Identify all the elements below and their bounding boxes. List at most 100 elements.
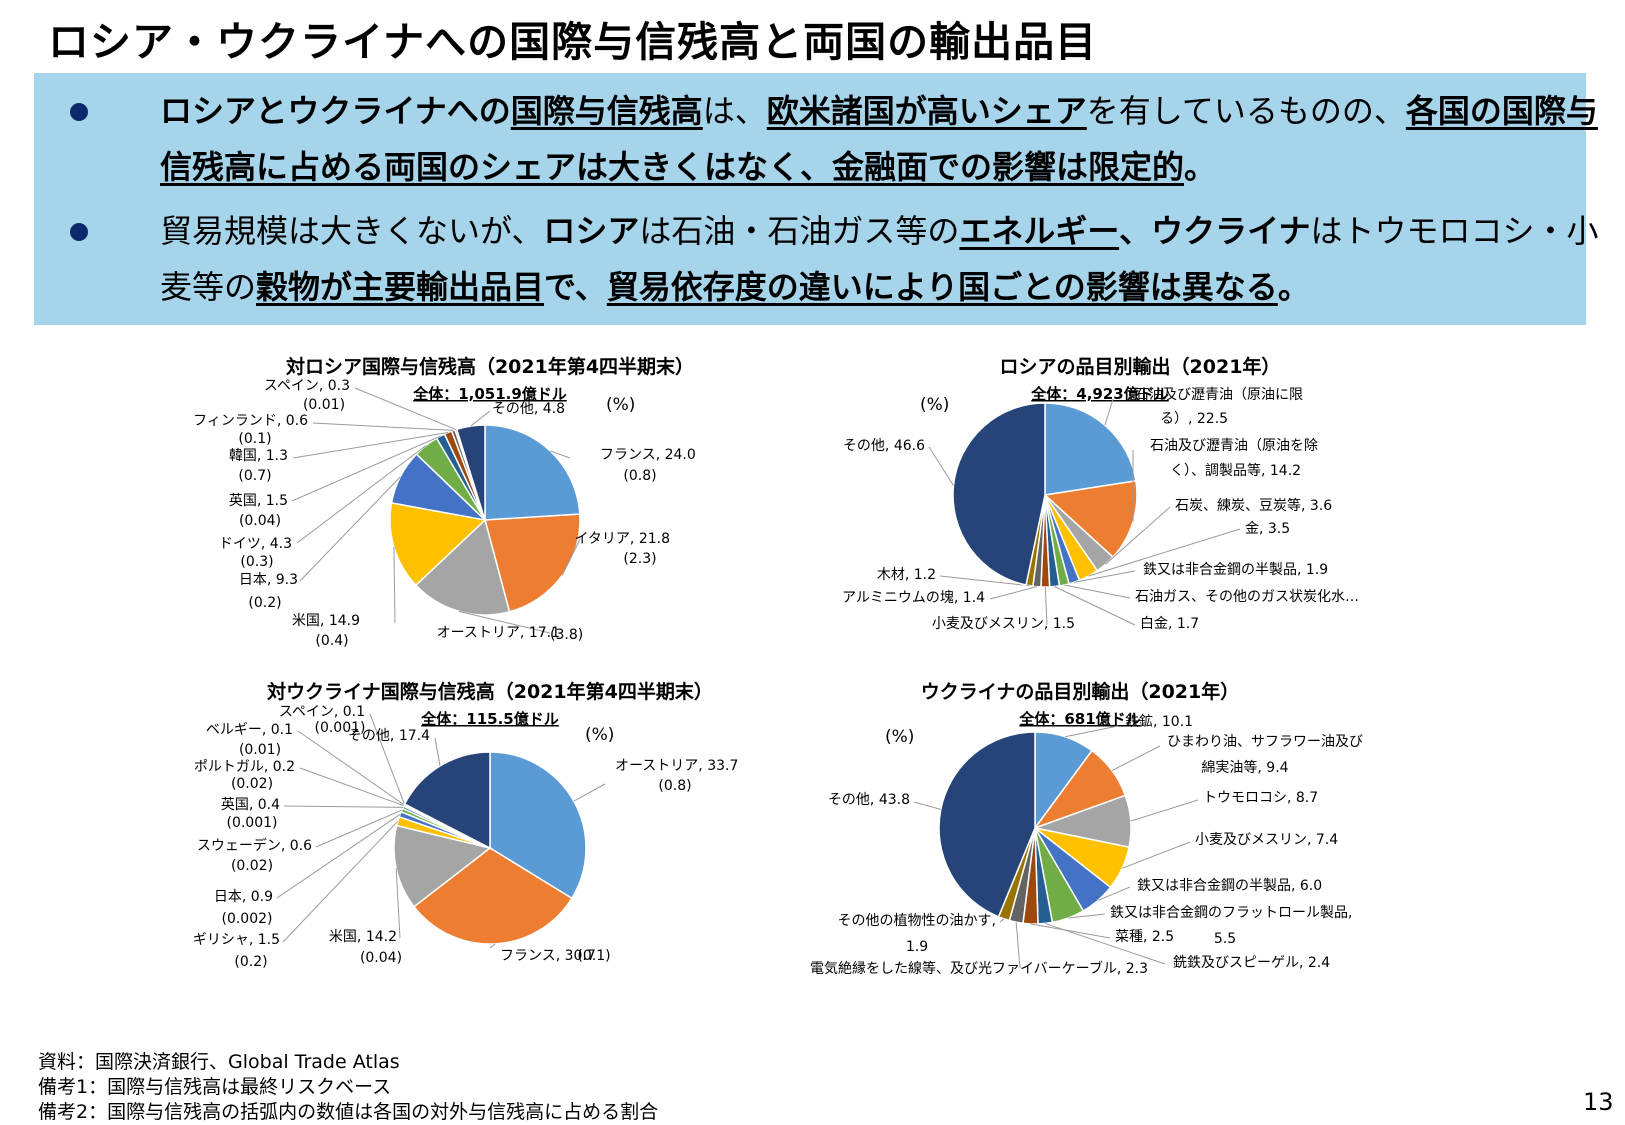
- leader-line: [1130, 799, 1199, 822]
- slice-label: ベルギー, 0.1: [206, 722, 293, 738]
- summary-bullet-1-text: ロシアとウクライナへの国際与信残高は、欧米諸国が高いシェアを有しているものの、各…: [160, 83, 1600, 195]
- summary-text-run: 。: [1277, 268, 1310, 306]
- summary-text-run: で、: [544, 268, 607, 306]
- summary-text-run: は、: [702, 92, 767, 130]
- chart-subtitle: 全体：4,923億ドル: [1030, 385, 1168, 403]
- slice-label-sub: (0.04): [360, 950, 402, 966]
- leader-line: [315, 809, 403, 848]
- pie-chart-svg: ロシアの品目別輸出（2021年） 全体：4,923億ドル (%) 石油及び瀝青油（原油…: [842, 355, 1359, 632]
- pie-slice: [484, 424, 581, 521]
- slice-label-sub: (0.2): [234, 954, 267, 970]
- slice-label-sub: (0.3): [240, 554, 273, 570]
- slice-label: アルミニウムの塊, 1.4: [842, 590, 985, 606]
- leader-line: [292, 431, 449, 459]
- slice-label: 石油及び瀝青油（原油を除: [1150, 438, 1318, 454]
- slice-label: その他の植物性の油かす,: [838, 913, 996, 929]
- leader-line: [470, 410, 491, 427]
- slice-label-sub: (0.1): [238, 431, 271, 447]
- slice-label-sub: (0.2): [248, 595, 281, 611]
- slice-label-sub: 1.9: [906, 939, 928, 955]
- slice-label: 金, 3.5: [1245, 521, 1290, 537]
- pie-chart-svg: 対ロシア国際与信残高（2021年第4四半期末） 全体：1,051.9億ドル (%) フ…: [193, 355, 696, 649]
- slice-label: 電気絶縁をした線等、及び光ファイバーケーブル, 2.3: [810, 960, 1148, 977]
- slice-label: 石炭、練炭、豆炭等, 3.6: [1175, 497, 1332, 514]
- leader-line: [282, 820, 399, 943]
- slice-label-sub: (0.001): [314, 720, 365, 736]
- leader-line: [939, 575, 1030, 587]
- summary-bullet-2-text: 貿易規模は大きくないが、ロシアは石油・石油ガス等のエネルギー、ウクライナはトウモ…: [160, 203, 1600, 315]
- slice-label: 木材, 1.2: [877, 567, 936, 583]
- slice-label-sub: (0.8): [623, 468, 656, 484]
- summary-box: ロシアとウクライナへの国際与信残高は、欧米諸国が高いシェアを有しているものの、各…: [34, 73, 1598, 325]
- leader-line: [1088, 528, 1241, 577]
- slice-label: 小麦及びメスリン, 1.5: [932, 616, 1075, 632]
- slice-label: 鉄又は非合金鋼の半製品, 6.0: [1137, 878, 1322, 894]
- leader-line: [1068, 913, 1106, 919]
- slice-label: 銑鉄及びスピーゲル, 2.4: [1173, 954, 1330, 971]
- slice-label-sub: (0.001): [226, 815, 277, 831]
- leader-line: [561, 538, 581, 576]
- leader-line: [1121, 841, 1191, 869]
- leader-line: [928, 446, 954, 486]
- pie-slice: [393, 824, 492, 908]
- slice-label: フランス, 30.7: [500, 948, 596, 964]
- leader-line: [395, 868, 401, 939]
- slice-label-sub: る）, 22.5: [1160, 411, 1228, 427]
- slice-label-sub: (0.7): [238, 468, 271, 484]
- summary-text-run: は石油・石油ガス等の: [639, 212, 960, 250]
- summary-text-run: 各国の国際与信残高に占める両国のシェアは大きくはなく、金融面での影響は限定的: [160, 92, 1598, 186]
- leader-line: [1015, 922, 1021, 969]
- slice-label-sub: (0.4): [315, 633, 348, 649]
- slice-label-sub: (2.3): [623, 551, 656, 567]
- slice-label: 韓国, 1.3: [229, 448, 288, 464]
- slice-label-sub: (0.04): [239, 513, 281, 529]
- chart-title: ウクライナの品目別輸出（2021年）: [921, 680, 1240, 703]
- russia-export-chart: ロシアの品目別輸出（2021年） 全体：4,923億ドル (%) 石油及び瀝青油（原油…: [842, 355, 1400, 685]
- slice-label: 日本, 0.9: [214, 889, 273, 905]
- summary-text-run: ロシアとウクライナへの: [160, 92, 511, 130]
- slice-label-sub: (0.01): [303, 397, 345, 413]
- slice-label: その他, 43.8: [828, 792, 910, 808]
- note-line: 資料：国際決済銀行、Global Trade Atlas: [38, 1051, 400, 1073]
- chart-title: ロシアの品目別輸出（2021年）: [1000, 355, 1281, 378]
- slice-label: 石油及び瀝青油（原油に限: [1135, 387, 1303, 403]
- summary-text-run: 。: [1184, 148, 1217, 186]
- slice-label: ひまわり油、サフラワー油及び: [1167, 734, 1363, 750]
- slice-label-sub: 5.5: [1214, 931, 1236, 947]
- slice-label-sub: (3.8): [550, 627, 583, 643]
- leader-line: [354, 387, 457, 431]
- pie-slice: [938, 731, 1036, 918]
- ukraine-credit-chart: 対ウクライナ国際与信残高（2021年第4四半期末） 全体：115.5億ドル (%) オ…: [193, 680, 760, 1028]
- chart-subtitle: 全体：115.5億ドル: [420, 710, 558, 728]
- slice-label-sub: (0.02): [231, 776, 273, 792]
- summary-text-run: 欧米諸国が高いシェア: [766, 92, 1087, 130]
- leader-line: [1074, 570, 1136, 583]
- slice-label: ギリシャ, 1.5: [193, 932, 280, 948]
- slice-label: イタリア, 21.8: [574, 531, 670, 547]
- slice-label: スペイン, 0.1: [279, 704, 365, 720]
- leader-line: [283, 805, 404, 808]
- leader-line: [276, 813, 401, 899]
- slice-label: オーストリア, 17.1: [437, 625, 560, 641]
- chart-unit-label: (%): [885, 727, 914, 747]
- pie-slice: [489, 751, 587, 900]
- slice-label: その他, 4.8: [492, 401, 565, 417]
- slice-label: 米国, 14.2: [329, 929, 397, 945]
- slice-label-sub: (0.1): [577, 948, 610, 964]
- ukraine-export-chart: ウクライナの品目別輸出（2021年） 全体：681億ドル (%) 鉄鉱, 10.1 ひま…: [810, 680, 1420, 1028]
- summary-text-run: 穀物が主要輸出品目: [256, 268, 545, 306]
- summary-text-run: を有しているものの、: [1086, 92, 1406, 130]
- slice-label: フィンランド, 0.6: [193, 413, 308, 429]
- slice-label: その他, 46.6: [843, 438, 925, 454]
- slice-label: 日本, 9.3: [239, 572, 298, 588]
- chart-subtitle: 全体：681億ドル: [1018, 710, 1140, 728]
- summary-text-run: 貿易規模は大きくないが、: [160, 212, 544, 250]
- leader-line: [434, 737, 441, 767]
- note-line: 備考2：国際与信残高の括弧内の数値は各国の対外与信残高に占める割合: [38, 1101, 659, 1123]
- leader-line: [1097, 886, 1131, 901]
- summary-text-run: はトウモロコシ・小麦等の: [160, 212, 1599, 306]
- pie-slice: [1044, 402, 1137, 496]
- slice-label-sub: (0.01): [239, 742, 281, 758]
- leader-line: [312, 422, 454, 431]
- slice-label: 菜種, 2.5: [1115, 929, 1174, 945]
